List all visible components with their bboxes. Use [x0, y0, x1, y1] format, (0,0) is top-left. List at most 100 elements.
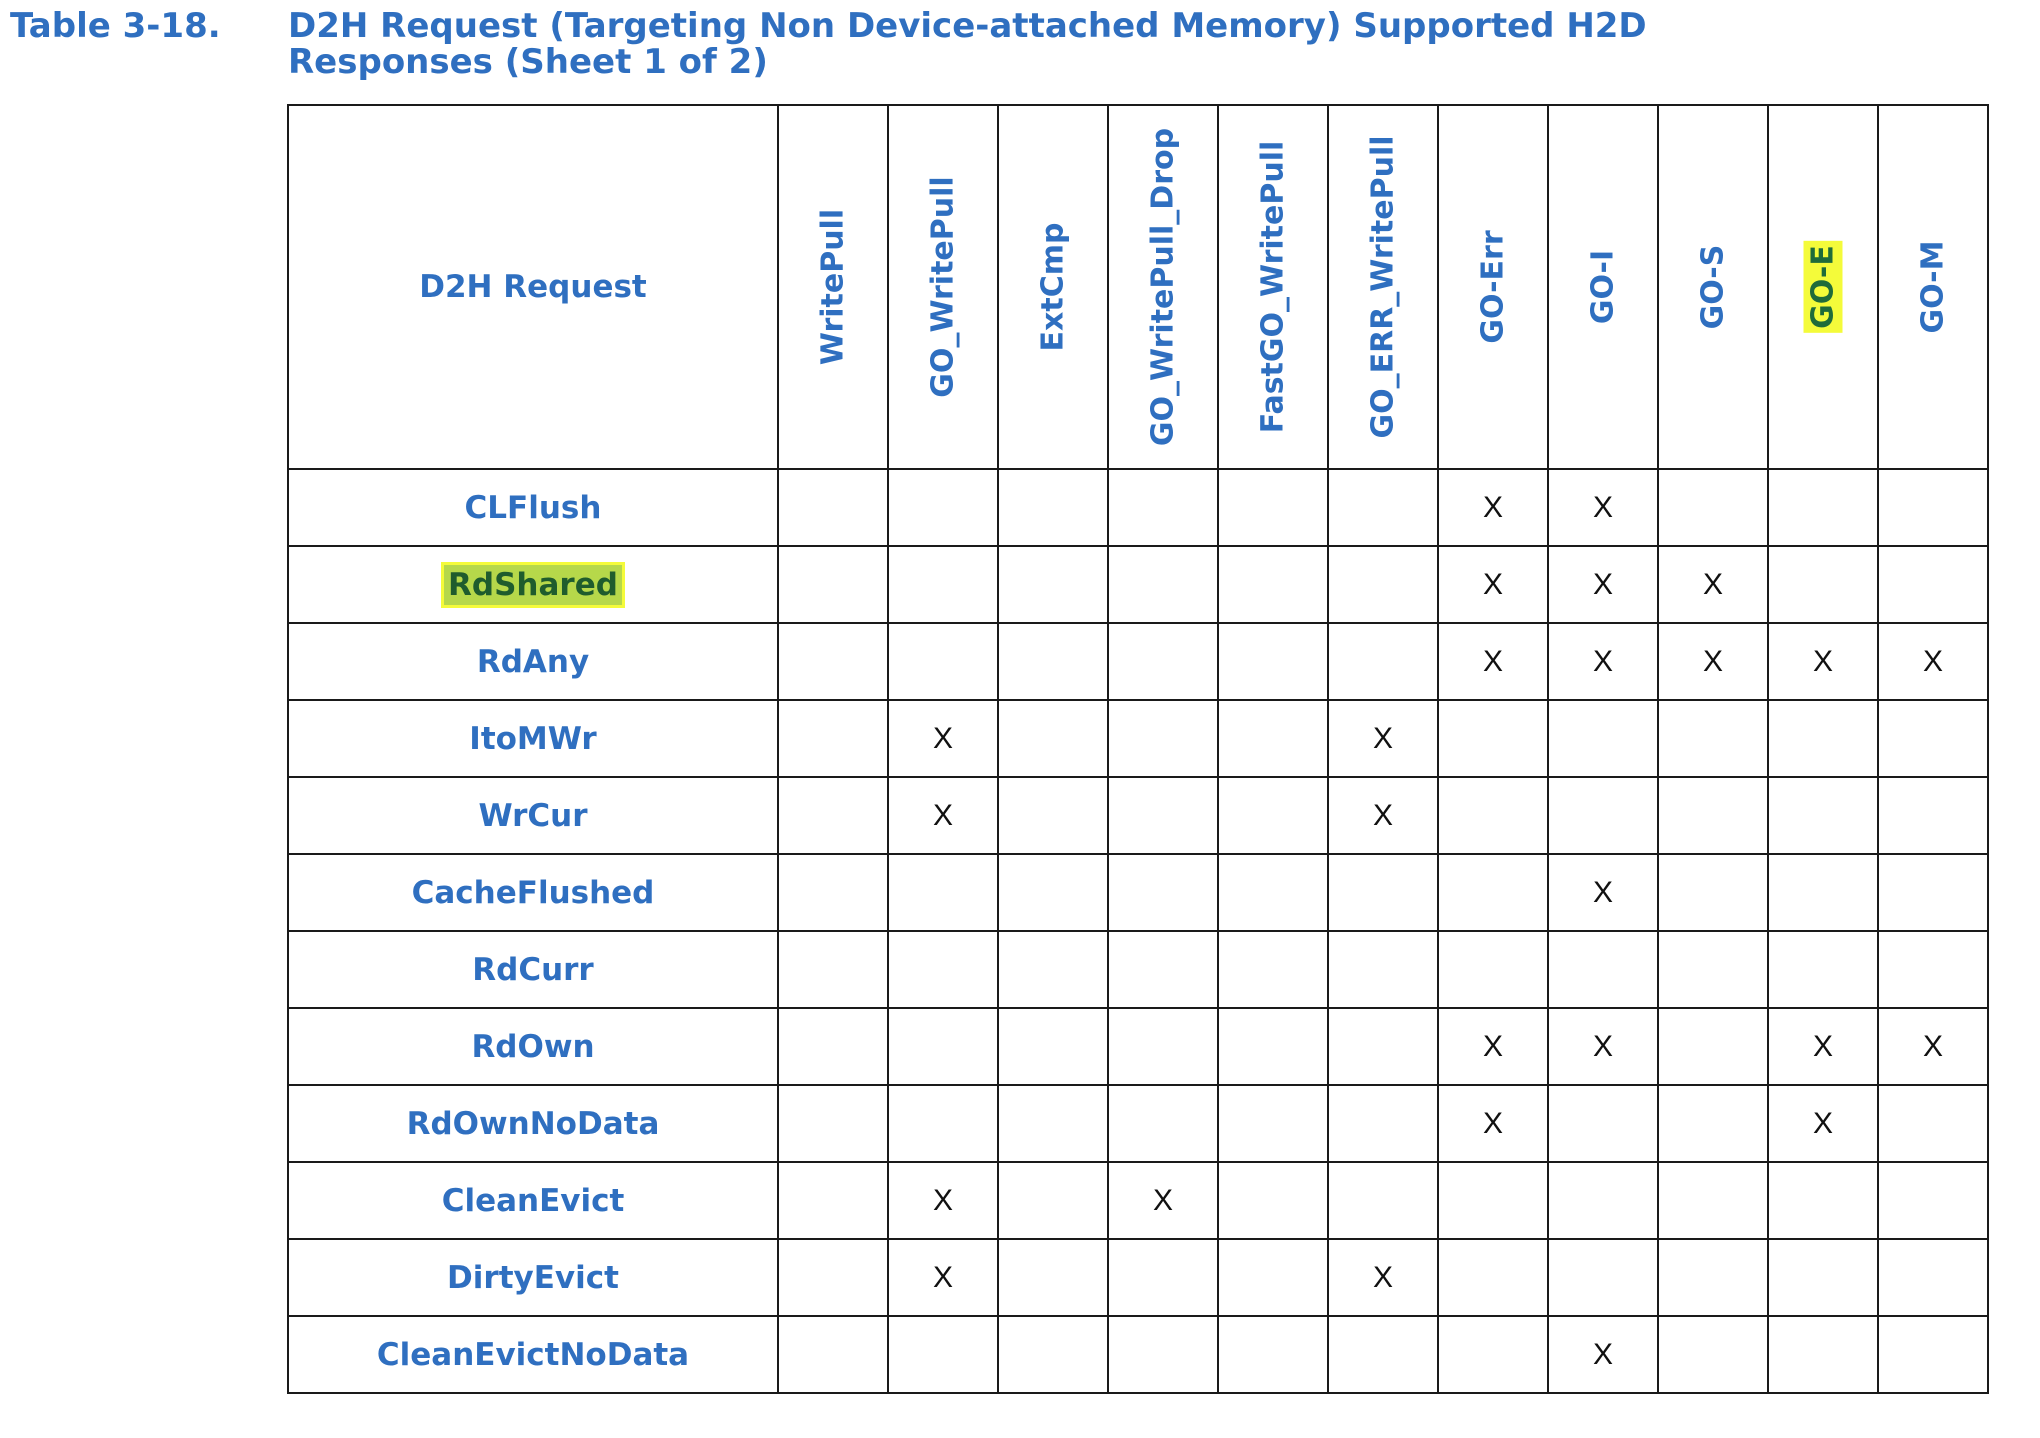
request-name: RdOwnNoData: [406, 1105, 660, 1142]
response-cell: [777, 1161, 889, 1240]
response-cell: [997, 1315, 1109, 1394]
request-name: CacheFlushed: [411, 874, 655, 911]
response-cell: X: [887, 776, 999, 855]
response-cell: [1877, 1161, 1989, 1240]
request-name: RdOwn: [471, 1028, 595, 1065]
response-cell: [1217, 930, 1329, 1009]
response-cell: [777, 1007, 889, 1086]
response-cell: X: [1767, 1007, 1879, 1086]
response-cell: X: [1547, 622, 1659, 701]
response-cell: [1547, 1238, 1659, 1317]
request-name-cell: WrCur: [287, 776, 779, 855]
response-cell: [1437, 699, 1549, 778]
response-cell: [1327, 622, 1439, 701]
response-cell: [1217, 853, 1329, 932]
response-cell: [887, 1007, 999, 1086]
table-row: DirtyEvict X X: [287, 1238, 1989, 1317]
response-cell: [1217, 1007, 1329, 1086]
response-cell: [1327, 545, 1439, 624]
response-cell: [1657, 853, 1769, 932]
response-cell: X: [1547, 545, 1659, 624]
table-row: RdAny X X X X X: [287, 622, 1989, 701]
response-cell: [777, 1084, 889, 1163]
response-cell: [997, 1084, 1109, 1163]
response-cell: [1547, 1161, 1659, 1240]
response-cell: X: [1547, 853, 1659, 932]
response-cell: [1107, 1084, 1219, 1163]
response-cell: [1657, 468, 1769, 547]
table-row: CleanEvict X X: [287, 1161, 1989, 1240]
response-cell: [1437, 853, 1549, 932]
response-cell: [1107, 545, 1219, 624]
response-cell: [1767, 930, 1879, 1009]
request-name: DirtyEvict: [447, 1259, 619, 1296]
response-cell: [777, 776, 889, 855]
request-name-cell: CacheFlushed: [287, 853, 779, 932]
column-header: GO-I: [1547, 104, 1659, 470]
response-cell: X: [1107, 1161, 1219, 1240]
column-header-label: GO_WritePull_Drop: [1145, 127, 1181, 447]
response-cell: [887, 1084, 999, 1163]
column-header-label: GO-Err: [1475, 230, 1511, 344]
column-header-label: GO_WritePull: [925, 176, 961, 398]
response-cell: [1547, 776, 1659, 855]
column-header: GO_WritePull: [887, 104, 999, 470]
column-header: FastGO_WritePull: [1217, 104, 1329, 470]
response-cell: [1657, 1084, 1769, 1163]
response-cell: [997, 776, 1109, 855]
response-cell: X: [1657, 545, 1769, 624]
response-cell: [1327, 468, 1439, 547]
response-cell: [1217, 699, 1329, 778]
response-cell: [997, 622, 1109, 701]
table-row: ItoMWr X X: [287, 699, 1989, 778]
column-header: GO-Err: [1437, 104, 1549, 470]
response-cell: [997, 1161, 1109, 1240]
response-cell: X: [1437, 1084, 1549, 1163]
response-cell: [777, 853, 889, 932]
response-cell: [1547, 1084, 1659, 1163]
table-row: RdShared X X X: [287, 545, 1989, 624]
request-name-cell: RdOwnNoData: [287, 1084, 779, 1163]
column-header: GO-S: [1657, 104, 1769, 470]
column-header-label: GO-S: [1695, 244, 1731, 330]
response-cell: [777, 545, 889, 624]
header-row: D2H Request WritePull GO_WritePull ExtCmp G…: [287, 104, 1989, 470]
response-cell: [1217, 776, 1329, 855]
response-cell: [1217, 1238, 1329, 1317]
table-row: RdCurr: [287, 930, 1989, 1009]
request-name-cell: RdOwn: [287, 1007, 779, 1086]
column-header-label: GO-M: [1915, 240, 1951, 334]
response-cell: [1107, 930, 1219, 1009]
response-cell: [1877, 468, 1989, 547]
response-cell: X: [887, 699, 999, 778]
request-name: CleanEvict: [441, 1182, 625, 1219]
response-cell: [777, 622, 889, 701]
response-cell: [777, 930, 889, 1009]
response-cell: [887, 930, 999, 1009]
response-cell: [1437, 1315, 1549, 1394]
column-header: GO_WritePull_Drop: [1107, 104, 1219, 470]
response-cell: [1877, 1238, 1989, 1317]
response-cell: [1877, 776, 1989, 855]
response-cell: [1767, 545, 1879, 624]
request-name: RdAny: [476, 643, 590, 680]
response-cell: [1327, 1084, 1439, 1163]
request-name: CLFlush: [464, 489, 602, 526]
table-row: CacheFlushed X: [287, 853, 1989, 932]
response-cell: [1217, 1315, 1329, 1394]
response-cell: [1437, 776, 1549, 855]
response-cell: [1767, 1161, 1879, 1240]
column-header-label: FastGO_WritePull: [1255, 140, 1291, 434]
response-cell: [1217, 1161, 1329, 1240]
response-cell: [1107, 468, 1219, 547]
request-name: WrCur: [478, 797, 588, 834]
response-cell: X: [1437, 622, 1549, 701]
response-cell: [997, 545, 1109, 624]
request-name-cell: CleanEvict: [287, 1161, 779, 1240]
response-cell: X: [1767, 622, 1879, 701]
request-name-cell: RdShared: [287, 545, 779, 624]
column-header: GO-E: [1767, 104, 1879, 470]
response-cell: [1327, 1007, 1439, 1086]
response-cell: [1327, 930, 1439, 1009]
request-name-cell: CLFlush: [287, 468, 779, 547]
